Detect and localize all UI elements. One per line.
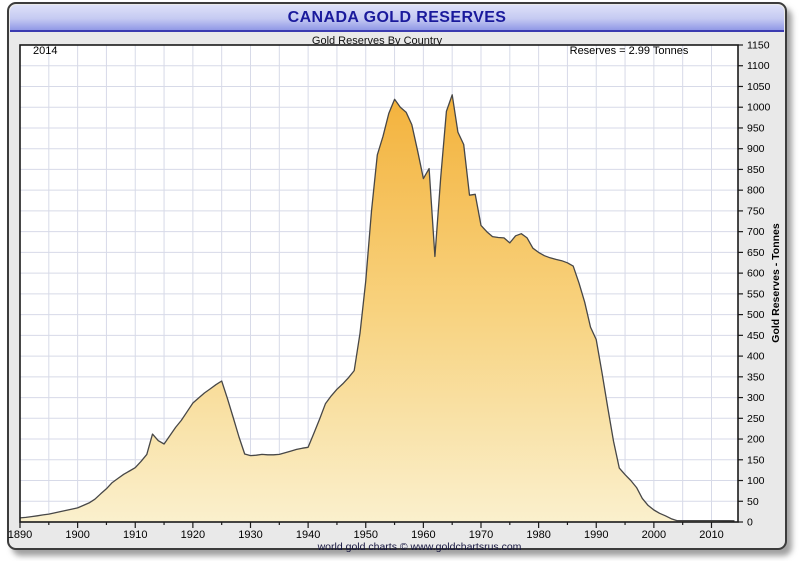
x-tick-label: 1960	[411, 529, 435, 541]
y-tick-label: 250	[747, 413, 765, 425]
y-tick-label: 450	[747, 330, 765, 342]
y-tick-label: 400	[747, 351, 765, 363]
y-tick-label: 1050	[747, 81, 771, 93]
x-tick-label: 1890	[8, 529, 32, 541]
x-tick-label: 1950	[354, 529, 378, 541]
chart-footer: world gold charts © www.goldchartsrus.co…	[317, 541, 522, 553]
y-tick-label: 800	[747, 185, 765, 197]
y-tick-label: 350	[747, 371, 765, 383]
y-tick-label: 100	[747, 475, 765, 487]
x-tick-label: 1920	[181, 529, 205, 541]
x-tick-label: 2010	[699, 529, 723, 541]
x-tick-label: 2000	[642, 529, 666, 541]
y-axis-title: Gold Reserves - Tonnes	[770, 223, 782, 343]
y-tick-label: 500	[747, 309, 765, 321]
y-tick-label: 1000	[747, 102, 771, 114]
y-tick-label: 850	[747, 164, 765, 176]
plot-border	[19, 44, 739, 523]
y-tick-label: 700	[747, 226, 765, 238]
y-tick-label: 950	[747, 122, 765, 134]
y-tick-label: 550	[747, 288, 765, 300]
chart-title: CANADA GOLD RESERVES	[287, 8, 507, 26]
y-tick-label: 200	[747, 434, 765, 446]
reserves-area	[20, 94, 735, 523]
chart-header: CANADA GOLD RESERVES	[10, 5, 784, 32]
y-tick-label: 50	[747, 496, 759, 508]
y-tick-label: 650	[747, 247, 765, 259]
chart-subtitle: Gold Reserves By Country	[311, 35, 443, 47]
x-tick-label: 1910	[123, 529, 147, 541]
current-reserves-label: Reserves = 2.99 Tonnes	[569, 45, 689, 57]
y-tick-label: 600	[747, 268, 765, 280]
x-tick-label: 1930	[238, 529, 262, 541]
x-tick-label: 1990	[584, 529, 608, 541]
current-year-label: 2014	[33, 45, 58, 57]
y-tick-label: 0	[747, 517, 753, 529]
y-tick-label: 150	[747, 454, 765, 466]
x-tick-label: 1980	[526, 529, 550, 541]
y-tick-label: 1150	[747, 40, 770, 52]
y-tick-label: 750	[747, 205, 765, 217]
x-tick-label: 1970	[469, 529, 493, 541]
y-tick-label: 300	[747, 392, 765, 404]
y-tick-label: 900	[747, 143, 765, 155]
y-tick-label: 1100	[747, 60, 770, 72]
reserves-line	[19, 94, 735, 522]
x-tick-label: 1940	[296, 529, 320, 541]
x-tick-label: 1900	[65, 529, 89, 541]
